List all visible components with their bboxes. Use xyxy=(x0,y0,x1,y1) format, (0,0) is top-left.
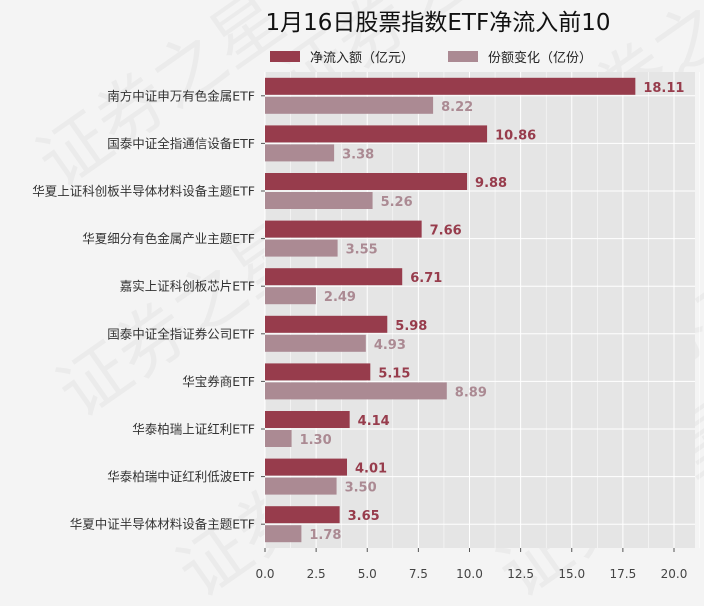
legend-label-0: 净流入额（亿元） xyxy=(310,51,414,66)
y-tick-label: 国泰中证全指证券公司ETF xyxy=(107,326,255,341)
legend-label-1: 份额变化（亿份） xyxy=(488,50,592,66)
bar-share-change xyxy=(265,239,338,257)
data-label: 5.15 xyxy=(378,366,410,381)
bar-net-inflow xyxy=(265,268,403,286)
x-tick-label: 15.0 xyxy=(558,567,585,581)
y-tick-label: 华宝券商ETF xyxy=(182,374,255,389)
bar-net-inflow xyxy=(265,506,340,524)
x-tick-label: 2.5 xyxy=(307,567,326,581)
bars: 18.11 8.22 10.86 3.38 9.88 5.26 7.66 3.55 6.71 2.… xyxy=(265,77,684,543)
bar-net-inflow xyxy=(265,315,388,333)
bar-net-inflow xyxy=(265,411,350,428)
data-label: 3.55 xyxy=(346,243,378,258)
y-tick-label: 华夏中证半导体材料设备主题ETF xyxy=(70,517,255,532)
legend-swatch-0 xyxy=(270,51,300,62)
bar-net-inflow xyxy=(265,77,636,95)
bar-net-inflow xyxy=(265,125,488,143)
y-tick-label: 国泰中证全指通信设备ETF xyxy=(107,136,255,151)
bar-share-change xyxy=(265,382,447,400)
x-tick-label: 20.0 xyxy=(661,567,688,581)
data-label: 1.78 xyxy=(309,528,341,543)
x-tick-label: 0.0 xyxy=(255,567,274,581)
data-label: 5.98 xyxy=(395,319,427,334)
legend: 净流入额（亿元） 份额变化（亿份） xyxy=(270,50,592,66)
legend-swatch-1 xyxy=(448,51,478,62)
bar-share-change xyxy=(265,144,335,162)
y-tick-label: 华泰柏瑞上证红利ETF xyxy=(132,422,255,437)
data-label: 3.65 xyxy=(348,509,380,524)
data-label: 9.88 xyxy=(475,176,507,191)
x-tick-label: 17.5 xyxy=(610,567,637,581)
bar-share-change xyxy=(265,525,302,543)
y-tick-label: 南方中证申万有色金属ETF xyxy=(107,88,255,103)
x-tick-label: 7.5 xyxy=(409,567,428,581)
data-label: 1.30 xyxy=(300,433,332,448)
data-label: 18.11 xyxy=(643,81,684,96)
bar-share-change xyxy=(265,430,292,447)
data-label: 8.22 xyxy=(441,100,473,115)
x-tick-label: 5.0 xyxy=(358,567,377,581)
x-tick-label: 12.5 xyxy=(507,567,534,581)
data-label: 4.14 xyxy=(358,414,390,429)
bar-net-inflow xyxy=(265,173,468,190)
x-tick-label: 10.0 xyxy=(456,567,483,581)
y-tick-label: 华夏上证科创板半导体材料设备主题ETF xyxy=(32,184,255,199)
bar-net-inflow xyxy=(265,220,422,238)
data-label: 3.50 xyxy=(345,481,377,496)
data-label: 5.26 xyxy=(381,195,413,210)
data-label: 4.93 xyxy=(374,338,406,353)
data-label: 4.01 xyxy=(355,462,387,477)
bar-share-change xyxy=(265,477,337,495)
y-tick-label: 嘉实上证科创板芯片ETF xyxy=(120,279,255,294)
data-label: 3.38 xyxy=(342,147,374,162)
y-tick-label: 华夏细分有色金属产业主题ETF xyxy=(82,231,255,246)
bar-share-change xyxy=(265,96,434,114)
y-tick-label: 华泰柏瑞中证红利低波ETF xyxy=(107,469,255,484)
bar-share-change xyxy=(265,192,373,209)
chart-title: 1月16日股票指数ETF净流入前10 xyxy=(266,10,611,36)
data-label: 6.71 xyxy=(410,271,442,286)
data-label: 2.49 xyxy=(324,290,356,305)
bar-share-change xyxy=(265,287,316,305)
bar-share-change xyxy=(265,334,366,352)
y-axis: 南方中证申万有色金属ETF 国泰中证全指通信设备ETF 华夏上证科创板半导体材料设备… xyxy=(32,88,265,532)
data-label: 7.66 xyxy=(430,224,462,239)
bar-net-inflow xyxy=(265,458,348,476)
x-axis: 0.0 2.5 5.0 7.5 10.0 12.5 15.0 17.5 20.0 xyxy=(255,548,687,581)
data-label: 8.89 xyxy=(455,385,487,400)
data-label: 10.86 xyxy=(495,128,536,143)
bar-net-inflow xyxy=(265,363,371,381)
